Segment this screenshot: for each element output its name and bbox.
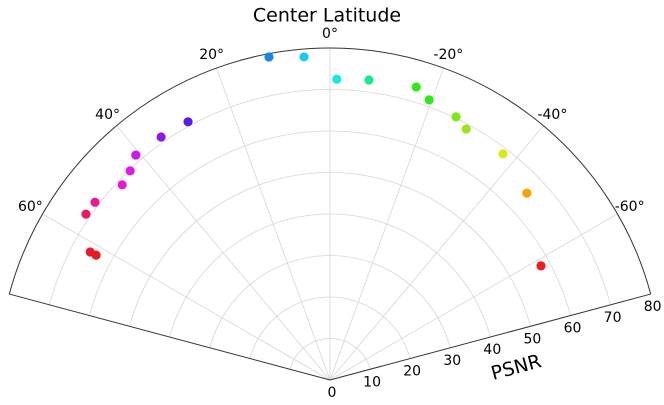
r-tick-label: 50 <box>524 331 542 347</box>
edge <box>329 293 651 381</box>
r-tick-label: 20 <box>403 364 421 380</box>
angle-tick-label: -40° <box>537 107 567 123</box>
r-tick-label: 70 <box>604 310 622 326</box>
angle-tick-label: 20° <box>199 47 224 63</box>
point <box>299 52 309 62</box>
r-tick-label: 0 <box>328 385 337 401</box>
r-tick-label: 80 <box>644 299 662 315</box>
angle-tick-label: -20° <box>433 47 463 63</box>
outer-arc <box>8 47 652 295</box>
point <box>264 52 274 62</box>
angle-tick-label: 40° <box>95 107 120 123</box>
point <box>131 150 141 160</box>
r-tick-label: 30 <box>443 353 461 369</box>
point <box>424 95 434 105</box>
point <box>461 124 471 134</box>
chart-title: Center Latitude <box>253 5 401 27</box>
edge <box>9 293 331 381</box>
point <box>451 112 461 122</box>
point <box>498 149 508 159</box>
point <box>522 188 532 198</box>
angle-tick-label: 0° <box>322 26 338 42</box>
point <box>364 75 374 85</box>
point <box>81 209 91 219</box>
point <box>536 261 546 271</box>
point <box>183 117 193 127</box>
r-tick-label: 10 <box>363 374 381 390</box>
grid-spoke <box>116 125 331 381</box>
point <box>117 180 127 190</box>
grid-spoke <box>216 67 331 381</box>
point <box>91 250 101 260</box>
r-tick-label: 40 <box>483 342 501 358</box>
point <box>411 82 421 92</box>
point <box>90 197 100 207</box>
grid-spoke <box>329 125 544 381</box>
point <box>332 74 342 84</box>
r-tick-label: 60 <box>564 321 582 337</box>
grid-spoke <box>329 213 618 381</box>
point <box>125 166 135 176</box>
angle-tick-label: 60° <box>18 199 43 215</box>
grid-spoke <box>42 213 331 381</box>
point <box>156 132 166 142</box>
grid-spoke <box>329 67 444 381</box>
angle-tick-label: -60° <box>615 199 645 215</box>
